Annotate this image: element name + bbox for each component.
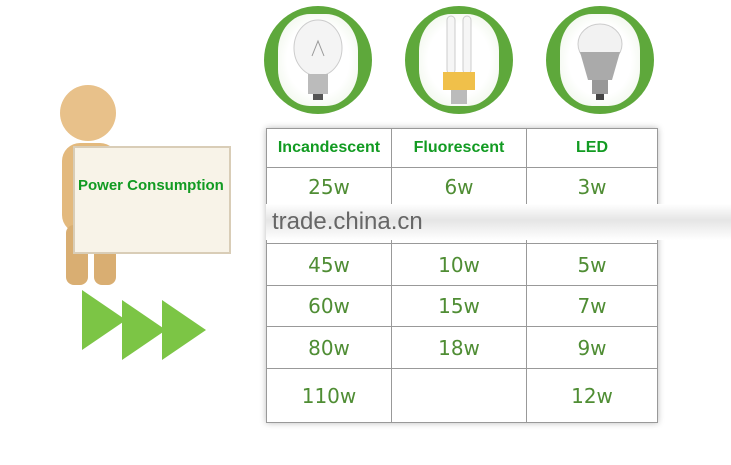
header-led: LED <box>526 128 658 168</box>
cell: 3w <box>526 167 658 206</box>
led-bulb-icon <box>577 23 623 100</box>
led-bulb-image <box>546 6 654 114</box>
table-row: 110w 12w <box>266 368 658 423</box>
cell: 60w <box>266 285 392 327</box>
cell: 80w <box>266 326 392 369</box>
cell: 25w <box>266 167 392 206</box>
cell: 45w <box>266 243 392 286</box>
watermark-text: trade.china.cn <box>272 208 423 235</box>
cell: 7w <box>526 285 658 327</box>
cell: 9w <box>526 326 658 369</box>
arrow-icon <box>82 290 126 350</box>
arrow-icon <box>162 300 206 360</box>
cell: 5w <box>526 243 658 286</box>
cell: 6w <box>391 167 527 206</box>
header-incandescent: Incandescent <box>266 128 392 168</box>
table-row: 25w 6w 3w <box>266 167 658 206</box>
table-row: 80w 18w 9w <box>266 326 658 369</box>
person-figure-icon <box>60 85 231 285</box>
cell: 10w <box>391 243 527 286</box>
fluorescent-bulb-image <box>405 6 513 114</box>
fluorescent-bulb-icon <box>443 15 475 104</box>
power-comparison-table: Incandescent Fluorescent LED 25w 6w 3w 45w… <box>266 128 658 423</box>
cell: 12w <box>526 368 658 423</box>
cell: 18w <box>391 326 527 369</box>
incandescent-bulb-icon <box>293 19 343 100</box>
incandescent-bulb-image <box>264 6 372 114</box>
sign-text: Power Consumption <box>78 177 224 194</box>
cell: 15w <box>391 285 527 327</box>
person-holding-sign: Power Consumption <box>40 85 236 290</box>
table-row: 45w 10w 5w <box>266 243 658 286</box>
table-header-row: Incandescent Fluorescent LED <box>266 128 658 168</box>
header-fluorescent: Fluorescent <box>391 128 527 168</box>
cell <box>391 368 527 423</box>
cell: 110w <box>266 368 392 423</box>
table-row: 60w 15w 7w <box>266 285 658 327</box>
watermark-band: trade.china.cn <box>266 204 731 240</box>
arrow-icon <box>122 300 166 360</box>
